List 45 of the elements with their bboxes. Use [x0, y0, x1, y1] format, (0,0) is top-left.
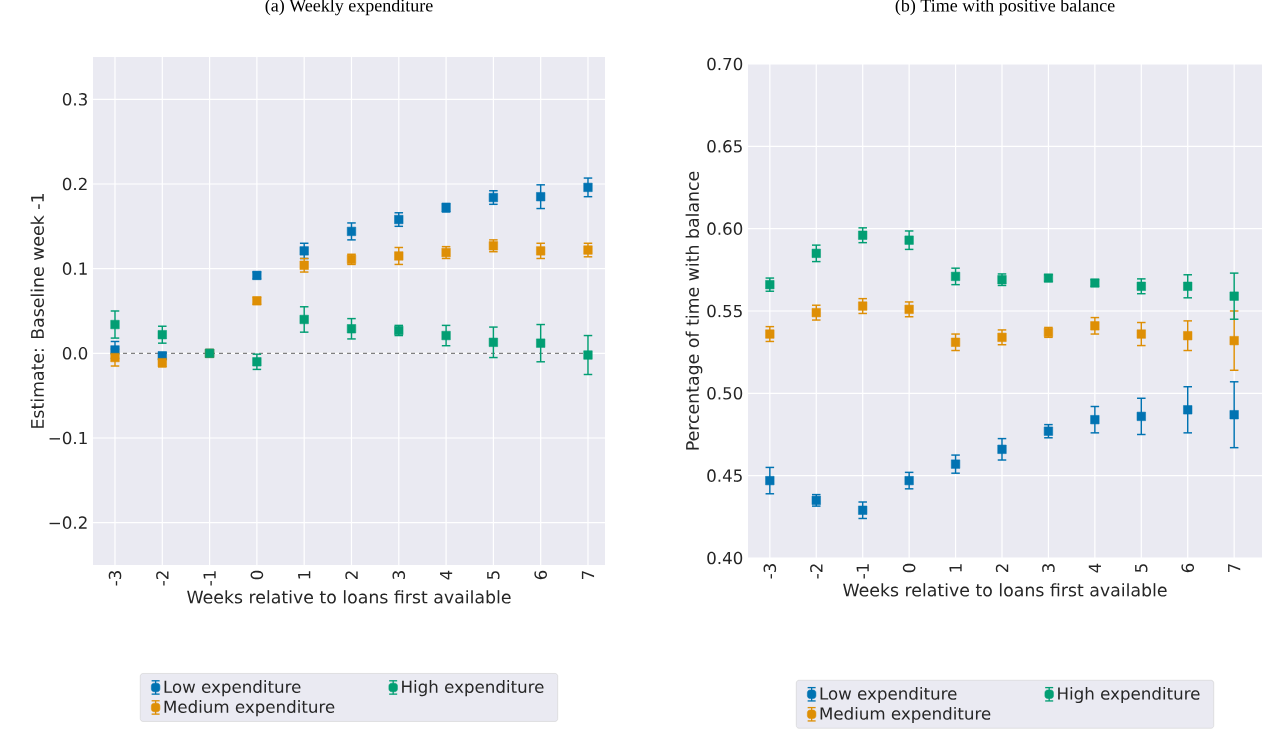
- y-tick-label: 0.70: [707, 57, 743, 71]
- y-tick-label: 0.3: [62, 93, 87, 106]
- x-tick-label: -3: [763, 564, 777, 579]
- x-tick-label: -1: [856, 564, 869, 579]
- x-tick-label: 2: [995, 564, 1009, 573]
- y-tick-label: 0.0: [62, 347, 88, 360]
- y-tick-label: 0.45: [707, 469, 742, 482]
- x-tick-label: 3: [392, 571, 406, 580]
- legend-label: High expenditure: [1058, 686, 1200, 704]
- x-tick-label: -2: [810, 564, 823, 579]
- x-tick-label: 4: [440, 570, 453, 580]
- x-axis-title: Weeks relative to loans first available: [187, 590, 511, 604]
- x-tick-label: 7: [1228, 564, 1241, 572]
- legend-label: Medium expenditure: [164, 700, 335, 717]
- x-tick-label: 1: [298, 571, 311, 579]
- y-tick-label: 0.65: [707, 140, 742, 153]
- x-tick-label: 5: [1135, 564, 1148, 573]
- x-tick-label: 0: [250, 570, 264, 580]
- y-axis-title: Percentage of time with balance: [685, 171, 703, 450]
- y-tick-label: 0.55: [707, 304, 742, 318]
- x-tick-label: 5: [487, 571, 500, 580]
- y-axis-title: Estimate: Baseline week -1: [30, 194, 44, 428]
- y-tick-label: 0.1: [62, 262, 87, 275]
- x-tick-label: -3: [108, 571, 122, 586]
- legend-label: Medium expenditure: [820, 706, 991, 724]
- x-tick-label: 0: [902, 563, 916, 573]
- y-tick-label: 0.50: [707, 387, 743, 400]
- x-tick-label: 2: [345, 571, 358, 580]
- legend-label: Low expenditure: [164, 680, 301, 697]
- y-tick-label: 0.2: [62, 177, 87, 191]
- y-tick-label: −0.1: [49, 431, 87, 445]
- x-tick-label: -2: [156, 571, 169, 586]
- x-tick-label: 7: [581, 571, 595, 579]
- y-tick-label: −0.2: [49, 516, 87, 529]
- x-tick-label: 4: [1088, 563, 1101, 573]
- x-tick-label: 1: [949, 564, 962, 572]
- x-tick-label: 3: [1042, 564, 1055, 573]
- y-tick-label: 0.40: [707, 551, 743, 565]
- x-tick-label: 6: [534, 570, 547, 580]
- x-tick-label: -1: [203, 571, 216, 586]
- legend-label: Low expenditure: [820, 686, 957, 704]
- legend-label: High expenditure: [402, 680, 544, 697]
- x-tick-label: 6: [1181, 563, 1195, 573]
- x-axis-title: Weeks relative to loans first available: [843, 583, 1167, 597]
- y-tick-label: 0.60: [707, 222, 743, 235]
